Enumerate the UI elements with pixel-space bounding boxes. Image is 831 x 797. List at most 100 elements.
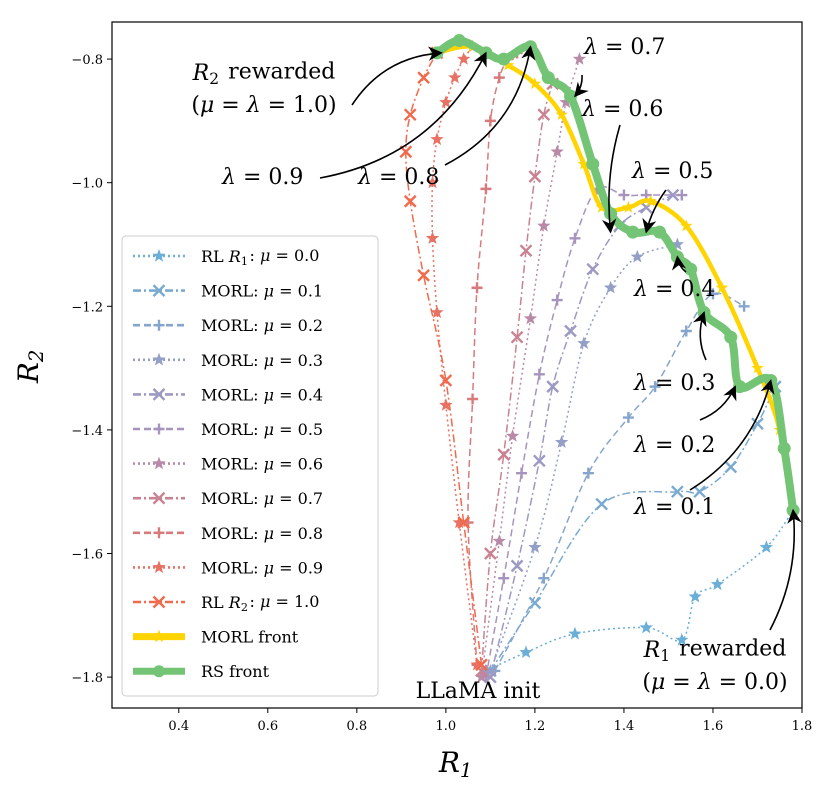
- annotation: λ = 0.4: [633, 255, 715, 302]
- legend-item: MORL: μ = 0.2: [133, 316, 323, 335]
- front-point: [715, 281, 729, 293]
- data-point: [528, 540, 542, 553]
- plot-frame: [111, 21, 803, 709]
- annotation: λ = 0.3: [633, 311, 715, 396]
- data-point: [569, 232, 581, 244]
- y-tick-label: −1.8: [71, 671, 103, 686]
- front-point: [777, 441, 791, 455]
- data-point: [568, 626, 582, 640]
- front-point: [653, 225, 667, 239]
- legend-marker: [152, 456, 166, 470]
- data-point: [510, 559, 524, 573]
- y-tick-label: −1.2: [71, 300, 103, 315]
- legend: RL R1 : μ = 0.0 MORL: μ = 0.1 MORL: μ = 0.…: [121, 235, 379, 697]
- legend-label: RS front: [201, 662, 270, 681]
- data-point: [417, 269, 430, 282]
- data-point: [516, 467, 528, 479]
- data-point: [680, 325, 692, 337]
- x-tick-label: 0.8: [346, 719, 367, 734]
- series-line: [405, 52, 483, 665]
- data-point: [474, 670, 489, 683]
- data-point: [688, 589, 702, 603]
- data-point: [618, 189, 630, 201]
- annotation-arrow: [689, 379, 775, 491]
- front-point: [502, 58, 515, 71]
- annotation-text: λ = 0.3: [633, 371, 715, 396]
- data-point: [523, 311, 538, 325]
- legend-label: MORL: μ = 0.2: [201, 316, 323, 335]
- data-point: [551, 294, 563, 306]
- front-point: [644, 194, 657, 207]
- annotation: λ = 0.2: [633, 385, 737, 458]
- front-point: [626, 225, 640, 239]
- legend-label: MORL: μ = 0.1: [201, 282, 323, 301]
- legend-label: RL R1 : μ = 0.0: [201, 246, 319, 268]
- series-line: [485, 185, 682, 678]
- legend-item: MORL front: [133, 628, 299, 647]
- legend-item: MORL: μ = 0.3: [133, 351, 323, 370]
- y-axis-label: R2: [10, 347, 48, 384]
- x-axis-label: R1: [438, 744, 475, 782]
- data-point: [724, 460, 738, 474]
- annotation-arrow: [642, 189, 667, 234]
- series-line: [485, 509, 794, 672]
- data-point: [448, 70, 462, 84]
- data-point: [533, 454, 546, 468]
- data-point: [666, 188, 680, 202]
- data-point: [577, 336, 591, 349]
- legend-marker: [153, 527, 165, 539]
- data-point: [639, 620, 653, 634]
- data-point: [550, 144, 564, 158]
- front-point: [577, 157, 591, 170]
- series-3: [483, 237, 684, 677]
- legend-item: MORL: μ = 0.7: [133, 489, 323, 508]
- data-point: [586, 262, 600, 276]
- annotation: LLaMA init: [416, 679, 541, 704]
- legend-label: RL R2 : μ = 1.0: [201, 592, 319, 614]
- legend-marker: [152, 595, 166, 609]
- data-point: [493, 72, 505, 84]
- front-point: [541, 71, 555, 85]
- legend-marker: [152, 352, 166, 366]
- legend-label: MORL: μ = 0.5: [201, 420, 323, 439]
- annotation: λ = 0.6: [581, 97, 663, 234]
- front-point: [586, 157, 600, 171]
- annotation-text: λ = 0.6: [581, 97, 663, 122]
- data-point: [528, 170, 542, 183]
- data-point: [492, 534, 506, 547]
- data-point: [603, 280, 618, 294]
- data-point: [497, 448, 511, 461]
- front-point: [595, 200, 608, 213]
- legend-marker: [152, 388, 166, 401]
- front-point: [555, 108, 568, 120]
- data-point: [751, 417, 764, 431]
- legend-label: MORL: μ = 0.9: [201, 558, 323, 577]
- front-point: [684, 262, 698, 276]
- legend-item: MORL: μ = 0.4: [133, 385, 323, 404]
- data-point: [483, 663, 497, 677]
- legend-item: MORL: μ = 0.8: [133, 524, 323, 543]
- annotation-arrow: [769, 508, 802, 631]
- data-point: [471, 282, 483, 294]
- annotation-text: λ = 0.9: [221, 165, 303, 190]
- annotation-arrow: [351, 46, 443, 106]
- front-point: [622, 200, 635, 213]
- annotation-text: LLaMA init: [416, 679, 541, 704]
- data-point: [498, 572, 510, 584]
- data-point: [595, 497, 609, 511]
- front-point: [764, 373, 778, 387]
- legend-item: MORL: μ = 0.6: [133, 455, 323, 474]
- data-point: [537, 218, 551, 232]
- legend-label: MORL front: [201, 628, 299, 647]
- legend-marker: [152, 249, 166, 262]
- data-point: [403, 108, 417, 122]
- data-point: [425, 231, 440, 244]
- data-point: [533, 368, 545, 380]
- front-point: [680, 219, 693, 232]
- annotation-text: (μ = λ = 0.0): [642, 670, 787, 695]
- series-line: [431, 46, 478, 665]
- annotation: R2 rewarded (μ = λ = 1.0): [191, 46, 443, 118]
- legend-item: MORL: μ = 0.1: [133, 282, 323, 301]
- series-6: [474, 52, 587, 683]
